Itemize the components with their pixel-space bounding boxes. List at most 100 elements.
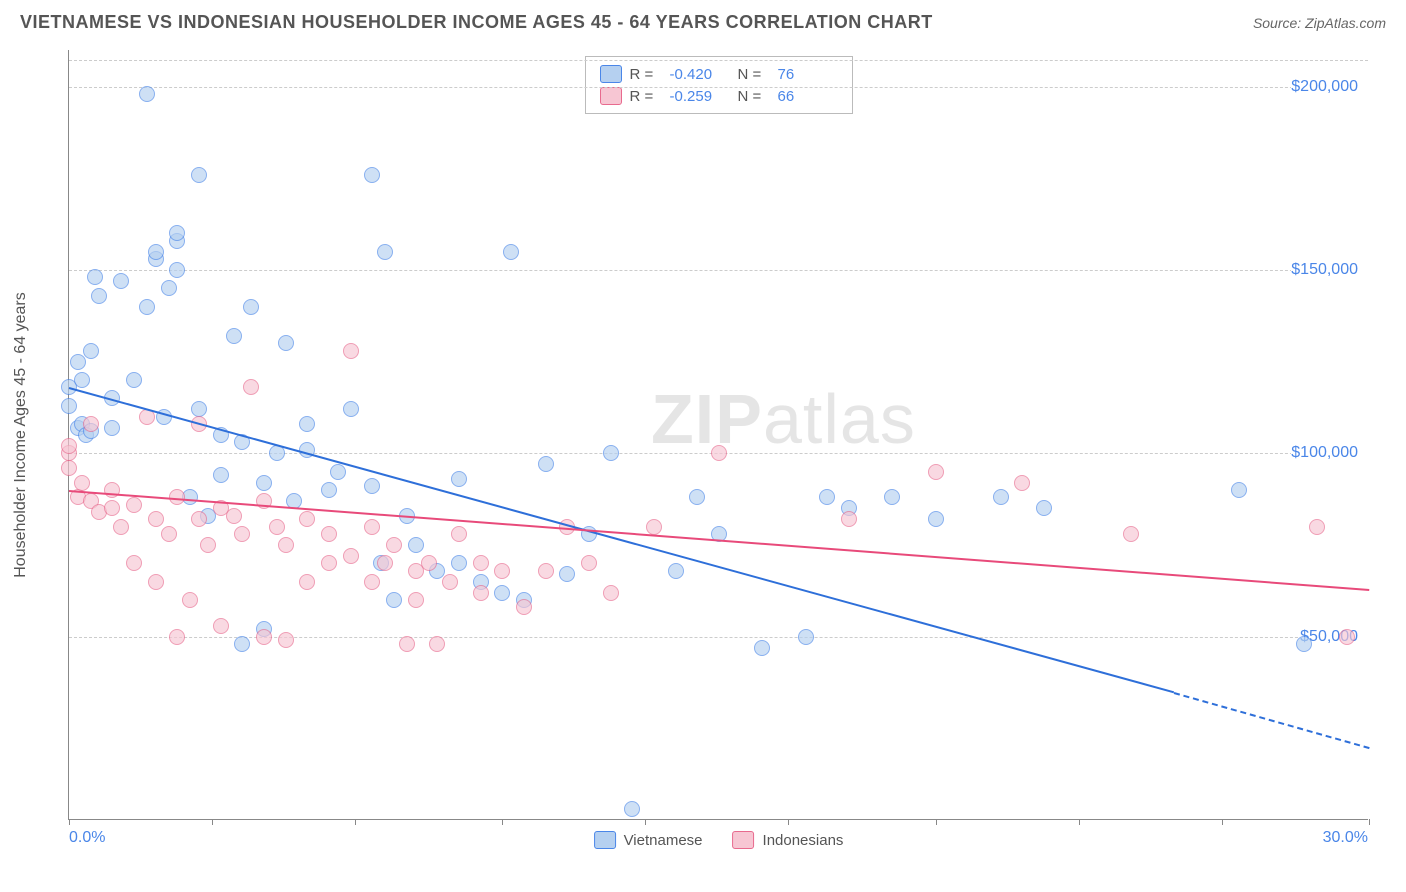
- legend-label: Vietnamese: [624, 832, 703, 849]
- gridline: [69, 87, 1368, 88]
- data-point-vietnamese: [126, 372, 142, 388]
- data-point-vietnamese: [321, 482, 337, 498]
- data-point-indonesians: [226, 508, 242, 524]
- data-point-vietnamese: [559, 566, 575, 582]
- data-point-vietnamese: [139, 299, 155, 315]
- x-axis-max-label: 30.0%: [1323, 829, 1368, 847]
- source-label: Source: ZipAtlas.com: [1253, 15, 1386, 31]
- data-point-vietnamese: [87, 269, 103, 285]
- data-point-vietnamese: [503, 244, 519, 260]
- data-point-indonesians: [104, 500, 120, 516]
- data-point-vietnamese: [148, 244, 164, 260]
- data-point-indonesians: [442, 574, 458, 590]
- x-tick: [1079, 819, 1080, 825]
- data-point-indonesians: [321, 555, 337, 571]
- data-point-vietnamese: [213, 467, 229, 483]
- data-point-vietnamese: [91, 288, 107, 304]
- data-point-indonesians: [386, 537, 402, 553]
- legend-swatch: [600, 65, 622, 83]
- correlation-legend: R =-0.420N =76R =-0.259N =66: [585, 56, 853, 114]
- data-point-indonesians: [113, 519, 129, 535]
- data-point-indonesians: [494, 563, 510, 579]
- data-point-indonesians: [234, 526, 250, 542]
- data-point-indonesians: [1123, 526, 1139, 542]
- x-tick: [1222, 819, 1223, 825]
- data-point-indonesians: [581, 555, 597, 571]
- regression-line: [69, 490, 1369, 591]
- data-point-indonesians: [213, 618, 229, 634]
- data-point-indonesians: [473, 585, 489, 601]
- data-point-indonesians: [299, 574, 315, 590]
- data-point-vietnamese: [928, 511, 944, 527]
- data-point-indonesians: [126, 497, 142, 513]
- data-point-indonesians: [148, 511, 164, 527]
- data-point-vietnamese: [798, 629, 814, 645]
- x-tick: [1369, 819, 1370, 825]
- data-point-indonesians: [299, 511, 315, 527]
- data-point-indonesians: [841, 511, 857, 527]
- data-point-vietnamese: [61, 398, 77, 414]
- data-point-indonesians: [321, 526, 337, 542]
- data-point-vietnamese: [494, 585, 510, 601]
- data-point-indonesians: [126, 555, 142, 571]
- legend-item-indonesians: Indonesians: [733, 831, 844, 849]
- data-point-indonesians: [377, 555, 393, 571]
- data-point-indonesians: [278, 537, 294, 553]
- data-point-indonesians: [74, 475, 90, 491]
- data-point-vietnamese: [819, 489, 835, 505]
- data-point-indonesians: [343, 343, 359, 359]
- data-point-vietnamese: [343, 401, 359, 417]
- data-point-vietnamese: [603, 445, 619, 461]
- legend-label: Indonesians: [763, 832, 844, 849]
- legend-row-indonesians: R =-0.259N =66: [600, 85, 838, 107]
- data-point-vietnamese: [377, 244, 393, 260]
- data-point-indonesians: [399, 636, 415, 652]
- data-point-vietnamese: [191, 167, 207, 183]
- data-point-vietnamese: [364, 478, 380, 494]
- watermark: ZIPatlas: [651, 379, 916, 459]
- data-point-vietnamese: [386, 592, 402, 608]
- data-point-vietnamese: [1231, 482, 1247, 498]
- x-tick: [936, 819, 937, 825]
- y-tick-label: $150,000: [1291, 261, 1376, 279]
- data-point-indonesians: [538, 563, 554, 579]
- data-point-indonesians: [473, 555, 489, 571]
- data-point-vietnamese: [330, 464, 346, 480]
- data-point-indonesians: [408, 592, 424, 608]
- data-point-vietnamese: [278, 335, 294, 351]
- legend-item-vietnamese: Vietnamese: [594, 831, 703, 849]
- data-point-indonesians: [516, 599, 532, 615]
- data-point-vietnamese: [408, 537, 424, 553]
- data-point-vietnamese: [74, 372, 90, 388]
- data-point-indonesians: [364, 519, 380, 535]
- data-point-vietnamese: [884, 489, 900, 505]
- gridline: [69, 60, 1368, 61]
- legend-swatch: [600, 87, 622, 105]
- data-point-indonesians: [61, 460, 77, 476]
- data-point-vietnamese: [169, 262, 185, 278]
- data-point-vietnamese: [451, 471, 467, 487]
- data-point-indonesians: [182, 592, 198, 608]
- data-point-indonesians: [278, 632, 294, 648]
- y-tick-label: $100,000: [1291, 444, 1376, 462]
- data-point-indonesians: [429, 636, 445, 652]
- x-tick: [645, 819, 646, 825]
- data-point-indonesians: [256, 629, 272, 645]
- data-point-vietnamese: [668, 563, 684, 579]
- data-point-vietnamese: [364, 167, 380, 183]
- y-axis-label: Householder Income Ages 45 - 64 years: [12, 292, 30, 578]
- plot-region: ZIPatlas R =-0.420N =76R =-0.259N =66 Ho…: [68, 50, 1368, 820]
- data-point-indonesians: [243, 379, 259, 395]
- data-point-vietnamese: [538, 456, 554, 472]
- chart-title: VIETNAMESE VS INDONESIAN HOUSEHOLDER INC…: [20, 12, 933, 33]
- gridline: [69, 270, 1368, 271]
- data-point-vietnamese: [1296, 636, 1312, 652]
- data-point-vietnamese: [234, 636, 250, 652]
- data-point-indonesians: [191, 511, 207, 527]
- data-point-indonesians: [148, 574, 164, 590]
- data-point-indonesians: [169, 629, 185, 645]
- legend-row-vietnamese: R =-0.420N =76: [600, 63, 838, 85]
- data-point-indonesians: [61, 438, 77, 454]
- data-point-vietnamese: [191, 401, 207, 417]
- legend-swatch: [594, 831, 616, 849]
